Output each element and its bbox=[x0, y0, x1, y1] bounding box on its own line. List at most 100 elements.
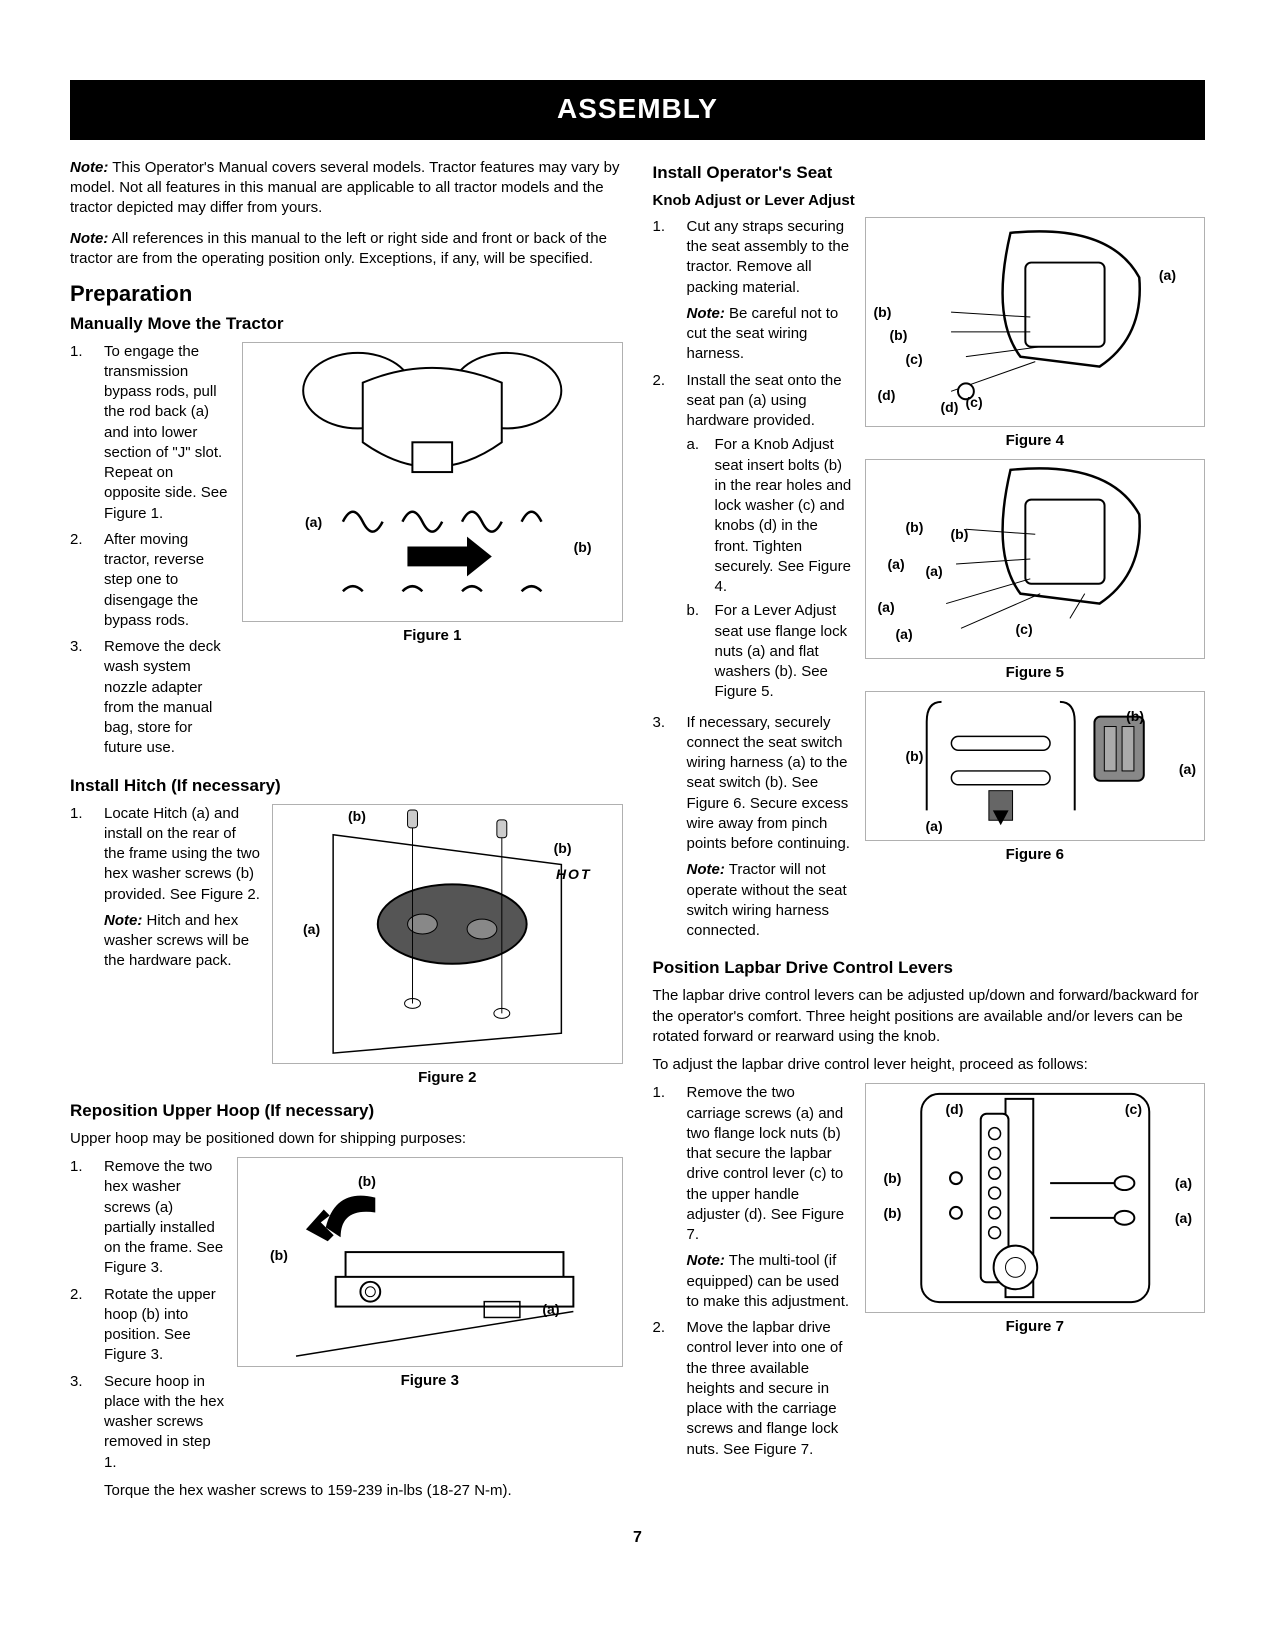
fig4-d1: (d) bbox=[878, 386, 896, 405]
left-column: Note: This Operator's Manual covers seve… bbox=[70, 158, 623, 1501]
sub-num: b. bbox=[687, 601, 715, 621]
note-label: Note: bbox=[687, 1252, 725, 1269]
lapbar-step-1: 1. Remove the two carriage screws (a) an… bbox=[653, 1083, 853, 1312]
step-body: Remove the two hex washer screws (a) par… bbox=[104, 1157, 225, 1279]
fig5-a1: (a) bbox=[888, 555, 905, 574]
fig6-a1: (a) bbox=[1179, 760, 1196, 779]
figure-2-caption: Figure 2 bbox=[272, 1068, 623, 1088]
step-body: Remove the two carriage screws (a) and t… bbox=[687, 1083, 853, 1312]
figure-6: (b) (a) (a) (b) bbox=[865, 691, 1206, 841]
sub-num: a. bbox=[687, 435, 715, 455]
fig2-hot: HOT bbox=[556, 865, 592, 884]
step-body: If necessary, securely connect the seat … bbox=[687, 713, 853, 942]
figure-7-wrap: (d) (c) (b) (b) (a) (a) Figure 7 bbox=[865, 1083, 1206, 1337]
seat-step3-text: If necessary, securely connect the seat … bbox=[687, 714, 850, 853]
fig6-b2: (b) bbox=[1126, 707, 1144, 726]
step-body: Install the seat onto the seat pan (a) u… bbox=[687, 371, 853, 707]
seat-figures: (a) (b) (b) (c) (c) (d) (d) Figure 4 bbox=[865, 217, 1206, 866]
figure-7-caption: Figure 7 bbox=[865, 1317, 1206, 1337]
seat-sub-a: a.For a Knob Adjust seat insert bolts (b… bbox=[687, 435, 853, 597]
fig7-a2: (a) bbox=[1175, 1209, 1192, 1228]
fig6-b1: (b) bbox=[906, 747, 924, 766]
reposition-hoop-heading: Reposition Upper Hoop (If necessary) bbox=[70, 1100, 623, 1123]
references-note: Note: All references in this manual to t… bbox=[70, 229, 623, 270]
hoop-steps: 1.Remove the two hex washer screws (a) p… bbox=[70, 1157, 225, 1473]
fig7-b1: (b) bbox=[884, 1169, 902, 1188]
step-body: Move the lapbar drive control lever into… bbox=[687, 1318, 853, 1460]
hoop-step-1: 1.Remove the two hex washer screws (a) p… bbox=[70, 1157, 225, 1279]
seat-step2-text: Install the seat onto the seat pan (a) u… bbox=[687, 372, 842, 430]
figure-2: (a) (b) (b) HOT bbox=[272, 804, 623, 1064]
fig3-label-b2: (b) bbox=[358, 1172, 376, 1191]
hitch-note: Note: Hitch and hex washer screws will b… bbox=[104, 911, 260, 972]
figure-6-caption: Figure 6 bbox=[865, 845, 1206, 865]
seat-row: 1. Cut any straps securing the seat asse… bbox=[653, 217, 1206, 948]
figure-7: (d) (c) (b) (b) (a) (a) bbox=[865, 1083, 1206, 1313]
note-label: Note: bbox=[70, 159, 108, 176]
hitch-step-1: 1. Locate Hitch (a) and install on the r… bbox=[70, 804, 260, 972]
figure-3-caption: Figure 3 bbox=[237, 1371, 623, 1391]
move-step-1: 1.To engage the transmission bypass rods… bbox=[70, 342, 230, 524]
move-step-2: 2.After moving tractor, reverse step one… bbox=[70, 530, 230, 631]
note-label: Note: bbox=[104, 912, 142, 929]
step-num: 1. bbox=[70, 342, 104, 362]
step-num: 2. bbox=[70, 530, 104, 550]
move-step-3: 3.Remove the deck wash system nozzle ada… bbox=[70, 637, 230, 759]
hoop-text: 1.Remove the two hex washer screws (a) p… bbox=[70, 1157, 225, 1479]
figure-1-wrap: (a) (b) Figure 1 bbox=[242, 342, 623, 646]
hitch-step-text: Locate Hitch (a) and install on the rear… bbox=[104, 805, 260, 903]
fig1-label-a: (a) bbox=[305, 513, 322, 532]
fig3-label-b1: (b) bbox=[270, 1246, 288, 1265]
sub-body: For a Knob Adjust seat insert bolts (b) … bbox=[715, 435, 853, 597]
figure-2-wrap: (a) (b) (b) HOT Figure 2 bbox=[272, 804, 623, 1088]
move-row: 1.To engage the transmission bypass rods… bbox=[70, 342, 623, 765]
operators-manual-note: Note: This Operator's Manual covers seve… bbox=[70, 158, 623, 219]
move-steps: 1.To engage the transmission bypass rods… bbox=[70, 342, 230, 759]
step-body: Secure hoop in place with the hex washer… bbox=[104, 1372, 225, 1473]
seat-step3-note: Note: Tractor will not operate without t… bbox=[687, 860, 853, 941]
figure-4-svg bbox=[866, 218, 1205, 426]
note-label: Note: bbox=[70, 230, 108, 247]
fig1-label-b: (b) bbox=[574, 538, 592, 557]
fig7-d: (d) bbox=[946, 1100, 964, 1119]
hoop-step-2: 2.Rotate the upper hoop (b) into positio… bbox=[70, 1285, 225, 1366]
hitch-row: 1. Locate Hitch (a) and install on the r… bbox=[70, 804, 623, 1088]
lapbar-steps: 1. Remove the two carriage screws (a) an… bbox=[653, 1083, 853, 1460]
figure-3-svg bbox=[238, 1158, 622, 1366]
fig2-label-a: (a) bbox=[303, 920, 320, 939]
preparation-heading: Preparation bbox=[70, 279, 623, 309]
fig4-c1: (c) bbox=[906, 350, 923, 369]
step-num: 1. bbox=[653, 1083, 687, 1103]
hoop-intro: Upper hoop may be positioned down for sh… bbox=[70, 1129, 623, 1149]
lapbar-text: 1. Remove the two carriage screws (a) an… bbox=[653, 1083, 853, 1466]
fig7-c: (c) bbox=[1125, 1100, 1142, 1119]
step-num: 3. bbox=[653, 713, 687, 733]
page-number: 7 bbox=[70, 1527, 1205, 1549]
lapbar-row: 1. Remove the two carriage screws (a) an… bbox=[653, 1083, 1206, 1466]
seat-step-2: 2. Install the seat onto the seat pan (a… bbox=[653, 371, 853, 707]
knob-lever-subheading: Knob Adjust or Lever Adjust bbox=[653, 191, 1206, 211]
hoop-torque: Torque the hex washer screws to 159-239 … bbox=[104, 1481, 623, 1501]
install-seat-heading: Install Operator's Seat bbox=[653, 162, 1206, 185]
sub-body: For a Lever Adjust seat use flange lock … bbox=[715, 601, 853, 702]
note-text: This Operator's Manual covers several mo… bbox=[70, 159, 619, 217]
fig5-b2: (b) bbox=[951, 525, 969, 544]
step-body: Rotate the upper hoop (b) into position.… bbox=[104, 1285, 225, 1366]
fig5-a3: (a) bbox=[878, 598, 895, 617]
figure-5: (b) (b) (a) (a) (a) (a) (c) bbox=[865, 459, 1206, 659]
seat-step1-note: Note: Be careful not to cut the seat wir… bbox=[687, 304, 853, 365]
step-body: Locate Hitch (a) and install on the rear… bbox=[104, 804, 260, 972]
fig2-label-b2: (b) bbox=[554, 839, 572, 858]
hitch-steps: 1. Locate Hitch (a) and install on the r… bbox=[70, 804, 260, 972]
hitch-text: 1. Locate Hitch (a) and install on the r… bbox=[70, 804, 260, 978]
hoop-step-3: 3.Secure hoop in place with the hex wash… bbox=[70, 1372, 225, 1473]
figure-7-svg bbox=[866, 1084, 1205, 1312]
fig2-label-b1: (b) bbox=[348, 807, 366, 826]
seat-text: 1. Cut any straps securing the seat asse… bbox=[653, 217, 853, 948]
step-num: 3. bbox=[70, 1372, 104, 1392]
fig5-c: (c) bbox=[1016, 620, 1033, 639]
note-label: Note: bbox=[687, 861, 725, 878]
hoop-row: 1.Remove the two hex washer screws (a) p… bbox=[70, 1157, 623, 1479]
fig5-b1: (b) bbox=[906, 518, 924, 537]
figure-6-svg bbox=[866, 692, 1205, 840]
